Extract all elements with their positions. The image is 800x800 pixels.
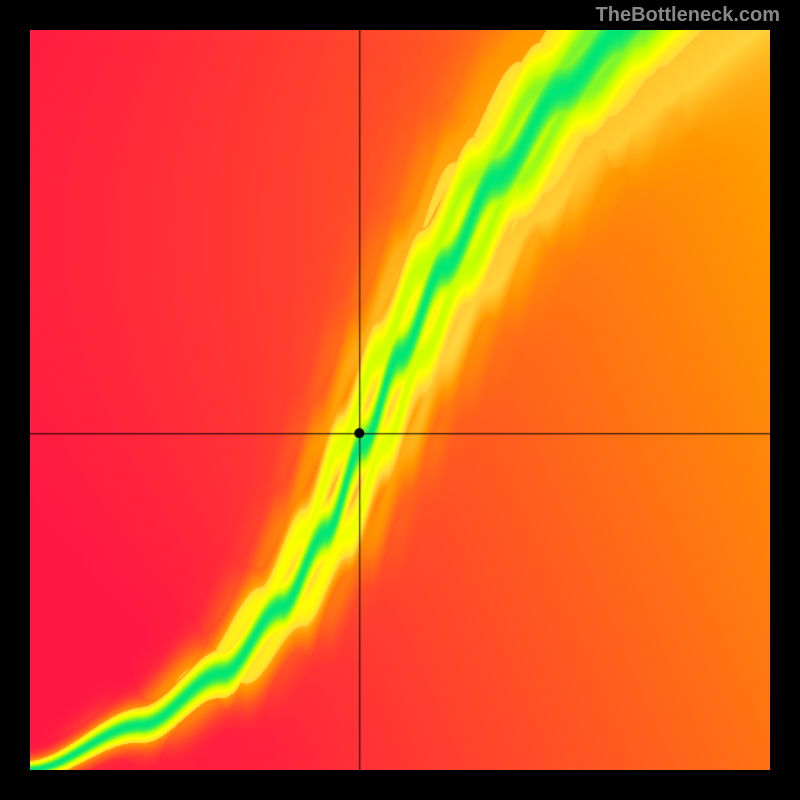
- heatmap-canvas: [30, 30, 770, 770]
- watermark-text: TheBottleneck.com: [596, 4, 780, 27]
- bottleneck-heatmap-chart: [30, 30, 770, 770]
